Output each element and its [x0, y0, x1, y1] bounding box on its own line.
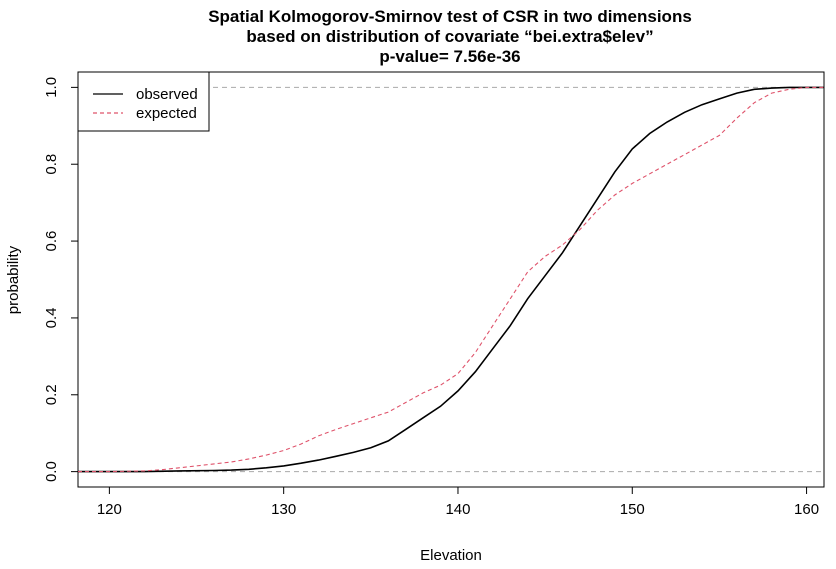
x-tick-label-130: 130: [271, 501, 296, 518]
x-axis-label: Elevation: [420, 547, 482, 564]
x-tick-label-150: 150: [620, 501, 645, 518]
x-tick-label-160: 160: [794, 501, 819, 518]
chart-title-line-1: Spatial Kolmogorov-Smirnov test of CSR i…: [208, 7, 692, 26]
legend: observed expected: [77, 71, 210, 132]
legend-label-expected: expected: [136, 105, 197, 122]
legend-label-observed: observed: [136, 86, 198, 103]
y-tick-label-0.8: 0.8: [43, 154, 60, 175]
x-tick-label-140: 140: [445, 501, 470, 518]
chart-title-line-3: p-value= 7.56e-36: [379, 47, 521, 66]
y-tick-label-0.4: 0.4: [43, 307, 60, 328]
chart-title-line-2: based on distribution of covariate “bei.…: [246, 27, 654, 46]
y-tick-label-0.2: 0.2: [43, 384, 60, 405]
y-tick-label-0.6: 0.6: [43, 231, 60, 252]
y-axis-label: probability: [5, 245, 22, 314]
x-tick-label-120: 120: [97, 501, 122, 518]
y-tick-label-1.0: 1.0: [43, 77, 60, 98]
series-line-expected: [78, 86, 824, 473]
plot-frame: [77, 71, 825, 488]
y-tick-label-0.0: 0.0: [43, 461, 60, 482]
legend-box: [77, 71, 210, 132]
series-line-observed: [78, 86, 824, 473]
